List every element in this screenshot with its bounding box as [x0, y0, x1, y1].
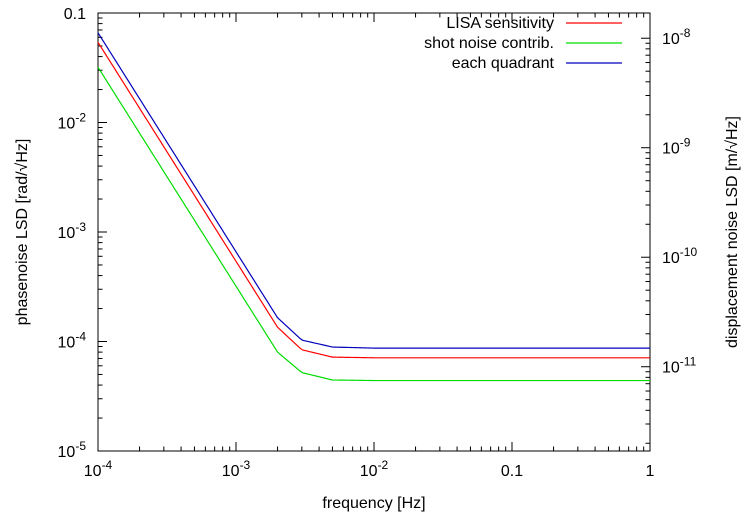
y-tick-label-right: 10-10 [662, 245, 697, 267]
plot-frame [97, 12, 651, 452]
x-tick-label: 10-2 [360, 458, 389, 480]
y-tick-label-left: 10-2 [58, 111, 87, 133]
y-tick-label-left: 10-3 [58, 220, 87, 242]
axis-ticks: 10-4 10-3 10-2 0.1 110-510-410-310-20.110-11… [58, 6, 698, 480]
series-lines [97, 32, 650, 382]
x-tick-label: 10-4 [84, 458, 113, 480]
y-tick-label-left: 10-4 [58, 330, 87, 352]
y-axis-label-left: phasenoise LSD [rad/√Hz] [14, 139, 31, 326]
series-line [97, 32, 650, 349]
y-tick-label-right: 10-11 [662, 355, 697, 377]
legend: LISA sensitivity shot noise contrib. each … [424, 15, 622, 72]
series-line [97, 41, 650, 359]
x-axis-label: frequency [Hz] [322, 495, 425, 512]
x-tick-label: 1 [646, 463, 655, 480]
y-tick-label-right: 10-8 [662, 26, 691, 48]
legend-label: shot noise contrib. [424, 35, 554, 52]
legend-label: LISA sensitivity [446, 15, 554, 32]
legend-label: each quadrant [452, 55, 555, 72]
x-tick-label: 0.1 [501, 463, 523, 480]
y-axis-label-right: displacement noise LSD [m/√Hz] [724, 116, 741, 348]
y-tick-label-left: 0.1 [64, 6, 86, 23]
x-tick-label: 10-3 [222, 458, 251, 480]
series-line [97, 66, 650, 382]
y-tick-label-right: 10-9 [662, 136, 691, 158]
y-tick-label-left: 10-5 [58, 439, 87, 461]
